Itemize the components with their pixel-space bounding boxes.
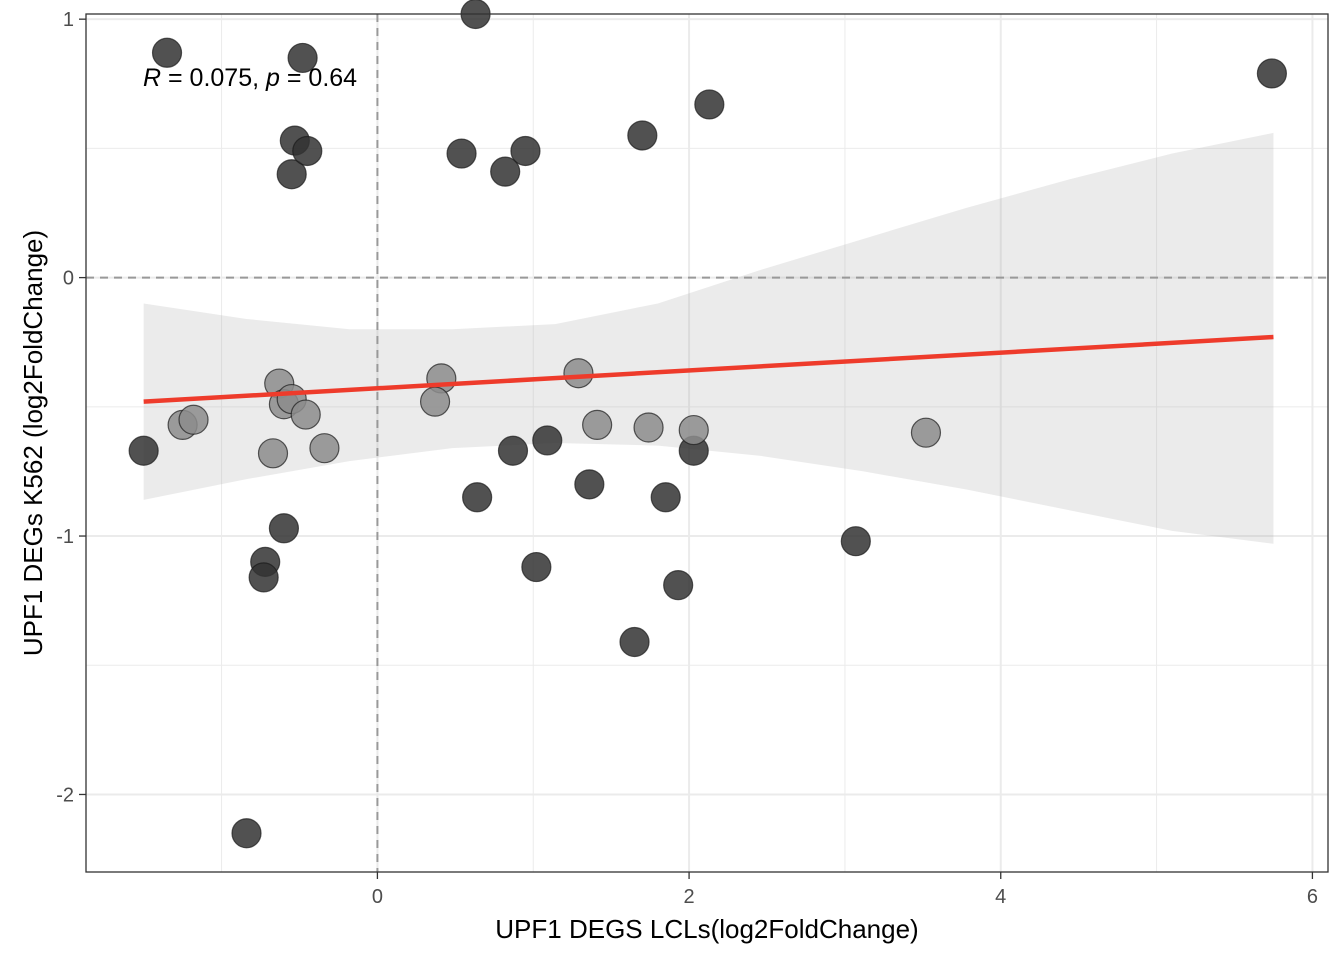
x-tick-label: 4 [995,886,1006,908]
y-tick-label: -1 [56,526,74,548]
x-tick-label: 6 [1307,886,1318,908]
confidence-band [143,132,1274,544]
data-point [290,399,321,430]
data-point [582,409,613,441]
data-point [521,551,552,583]
data-point [446,138,477,169]
data-point [633,412,664,443]
data-point [840,526,871,557]
y-tick-label: 1 [63,9,74,31]
data-point [309,433,340,464]
data-point [178,404,209,435]
data-point [287,42,318,74]
data-point [231,818,262,849]
data-point [627,120,658,151]
data-point [619,626,650,658]
data-point [910,417,942,448]
data-point [276,159,307,190]
y-axis-title: UPF1 DEGs K562 (log2FoldChange) [18,230,48,656]
data-point [257,438,289,469]
data-point [497,435,529,466]
data-points [128,0,1287,849]
data-point [292,135,323,167]
y-tick-label: -2 [56,784,74,806]
p-value: = 0.64 [280,64,357,92]
y-tick-label: 0 [63,268,74,290]
data-point [510,135,541,167]
data-point [1256,58,1287,89]
data-point [248,562,279,593]
data-point [650,482,681,513]
data-point [268,513,300,544]
data-point [678,414,709,446]
p-symbol: p [265,64,280,92]
data-point [462,482,493,513]
data-point [574,469,605,500]
regression-line-segment [143,334,1274,404]
data-point [128,435,159,466]
r-symbol: R [143,64,161,92]
x-tick-label: 0 [372,886,383,908]
data-point [694,89,725,120]
confidence-band-area [143,132,1274,544]
x-axis-title: UPF1 DEGS LCLs(log2FoldChange) [495,914,918,944]
plot-border [85,13,1329,873]
data-point [151,37,183,68]
axis-ticks: 0 2 4 6 1 0 -1 -2 [56,9,1318,908]
regression-line [143,334,1274,404]
data-point [490,156,521,187]
data-point [532,425,563,456]
plot-panel [86,14,1328,872]
data-point [419,386,451,417]
data-point [563,358,594,389]
correlation-annotation: R = 0.075, p = 0.64 [143,64,357,92]
data-point [663,570,694,601]
r-value: = 0.075, [161,64,266,92]
reference-lines [86,14,1328,872]
x-tick-label: 2 [684,886,695,908]
